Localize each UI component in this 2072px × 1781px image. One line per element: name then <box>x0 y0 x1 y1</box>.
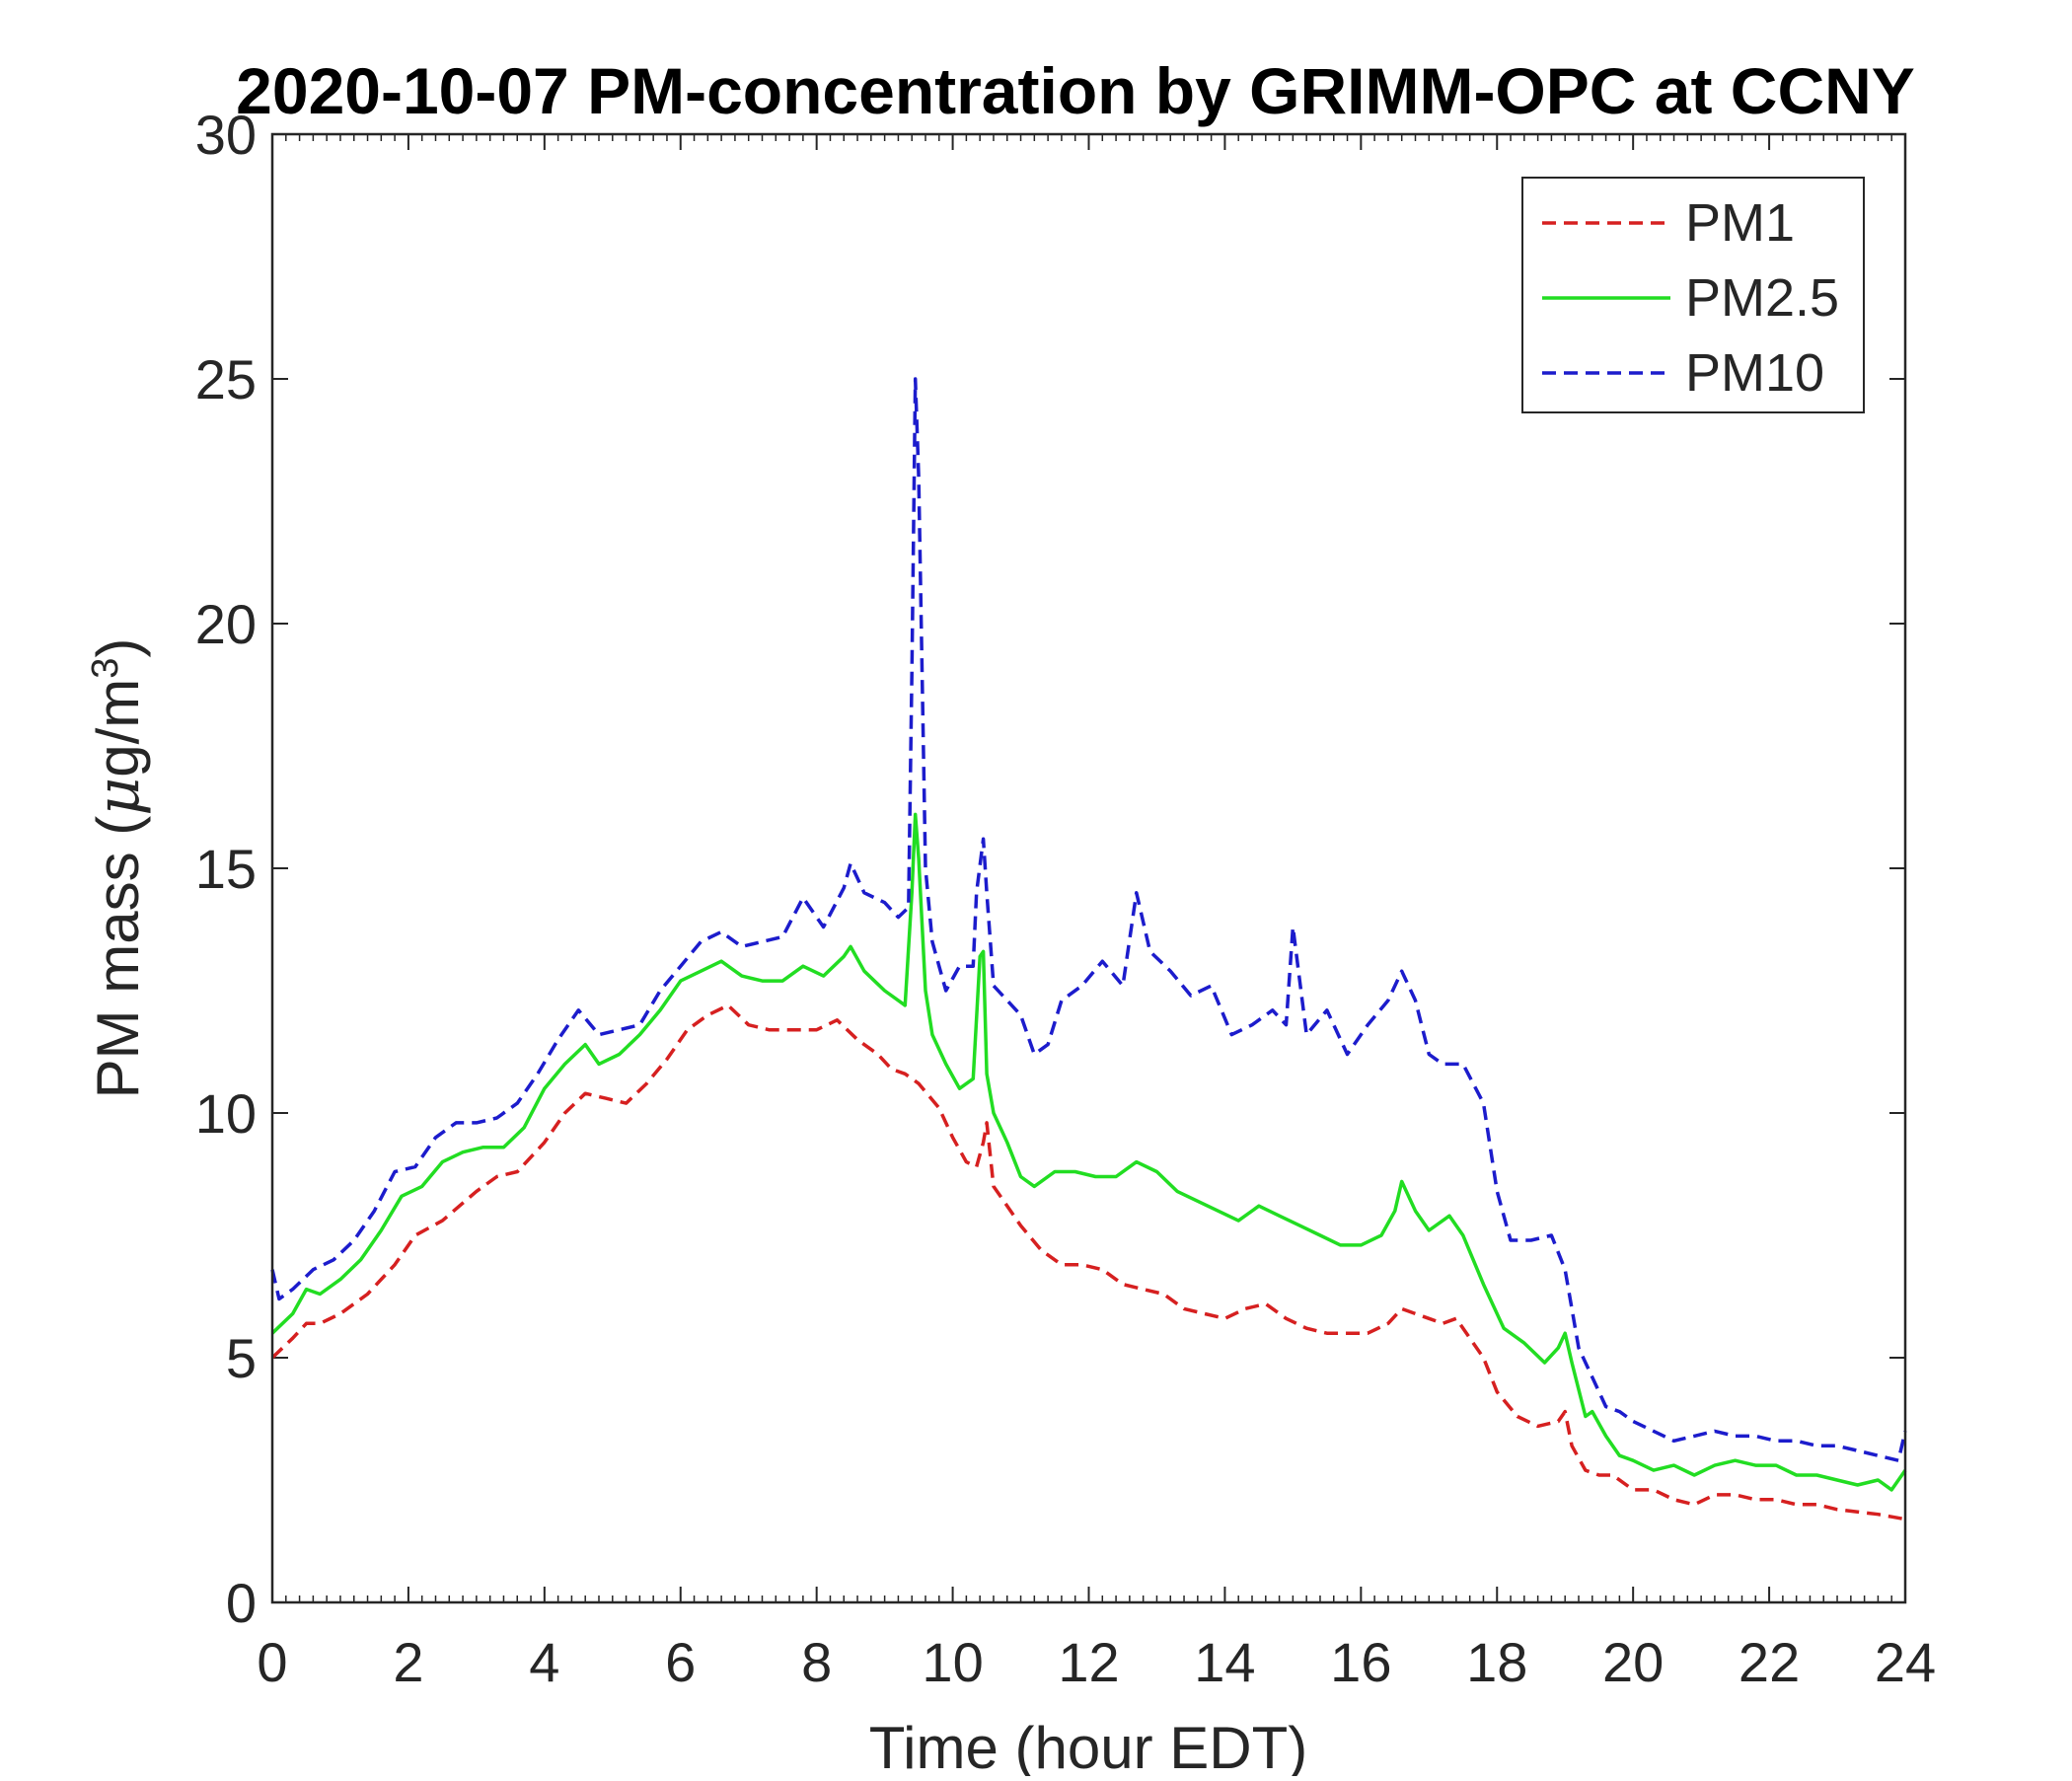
y-tick-label: 20 <box>195 593 257 655</box>
x-tick-label: 12 <box>1058 1631 1119 1693</box>
x-tick-label: 2 <box>393 1631 423 1693</box>
plot-frame <box>270 132 1907 1604</box>
x-tick-label: 10 <box>922 1631 983 1693</box>
x-tick-label: 20 <box>1602 1631 1664 1693</box>
x-tick-label: 8 <box>801 1631 832 1693</box>
y-tick-label: 0 <box>226 1572 257 1634</box>
y-axis-label-suffix: ) <box>85 638 151 658</box>
x-tick-label: 14 <box>1194 1631 1255 1693</box>
y-tick-label: 5 <box>226 1327 257 1389</box>
x-tick-label: 22 <box>1739 1631 1800 1693</box>
y-tick-label: 15 <box>195 838 257 900</box>
labels-layer: Time (hour EDT) PM mass (μg/m3) <box>84 638 1308 1781</box>
y-axis-label-mu: μ <box>84 778 153 816</box>
y-axis-label-prefix: PM mass ( <box>85 816 151 1099</box>
y-tick-label: 25 <box>195 348 257 410</box>
x-axis-label: Time (hour EDT) <box>869 1715 1308 1776</box>
series-line-pm1 <box>270 1003 1906 1521</box>
x-tick-label: 16 <box>1330 1631 1391 1693</box>
y-tick-label: 10 <box>195 1082 257 1145</box>
legend-box <box>1521 177 1865 413</box>
x-tick-label: 24 <box>1875 1631 1936 1693</box>
series-line-pm10 <box>270 377 1907 1462</box>
x-tick-label: 18 <box>1466 1631 1527 1693</box>
legend-label: PM1 <box>1685 193 1795 253</box>
legend-label: PM2.5 <box>1685 268 1839 328</box>
y-axis-label-unit: g/m <box>85 679 151 778</box>
legend-label: PM10 <box>1685 343 1824 403</box>
chart-title: 2020-10-07 PM-concentration by GRIMM-OPC… <box>236 54 1915 127</box>
series-line-pm2-5 <box>270 812 1907 1492</box>
series-layer <box>270 377 1907 1521</box>
x-tick-label: 6 <box>665 1631 696 1693</box>
y-axis-label: PM mass (μg/m3) <box>84 638 153 1099</box>
x-tick-label: 0 <box>257 1631 287 1693</box>
legend: PM1 PM2.5 PM10 <box>1521 177 1865 413</box>
x-tick-label: 4 <box>529 1631 559 1693</box>
y-tick-label: 30 <box>195 104 257 166</box>
y-axis-label-sup: 3 <box>85 658 126 679</box>
